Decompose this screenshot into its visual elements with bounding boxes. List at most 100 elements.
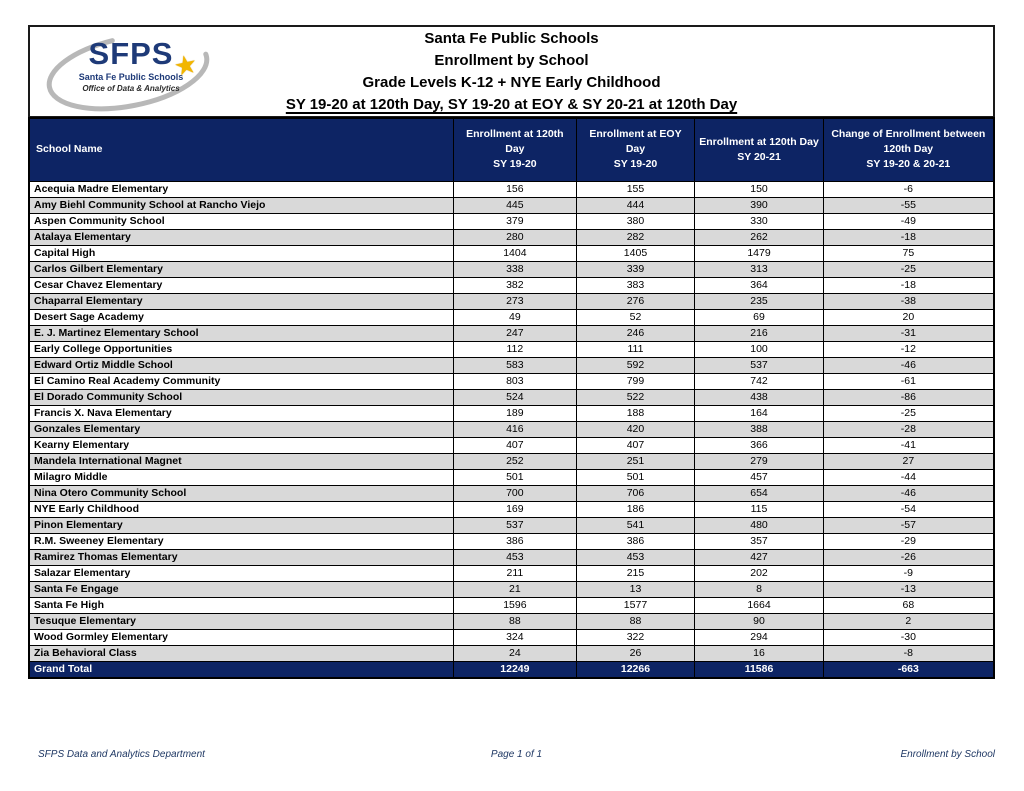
enrollment-value-cell: -29 [822,532,995,550]
table-row: El Camino Real Academy Community 803 799 74… [28,372,995,390]
table-row: Wood Gormley Elementary 324 322 294 -30 [28,628,995,646]
table-row: Amy Biehl Community School at Rancho Vie… [28,196,995,214]
enrollment-value-cell: 247 [453,324,577,342]
report-title-block: Santa Fe Public Schools Enrollment by Sc… [28,25,995,118]
school-name-cell: Atalaya Elementary [28,228,455,246]
table-row: Nina Otero Community School 700 706 654 -46 [28,484,995,502]
enrollment-value-cell: 90 [694,612,824,630]
enrollment-value-cell: 522 [575,388,696,406]
table-row: Edward Ortiz Middle School 583 592 537 -46 [28,356,995,374]
enrollment-value-cell: 386 [575,532,696,550]
table-header-row: School Name Enrollment at 120th Day SY 19-… [28,117,995,182]
enrollment-value-cell: 112 [453,340,577,358]
school-name-cell: Early College Opportunities [28,340,455,358]
enrollment-value-cell: 1577 [575,596,696,614]
enrollment-value-cell: 390 [694,196,824,214]
column-header: Enrollment at 120th Day SY 19-20 [453,117,577,182]
enrollment-value-cell: 742 [694,372,824,390]
report-titles: Santa Fe Public Schools Enrollment by Sc… [30,27,993,116]
column-header: Enrollment at 120th Day SY 20-21 [694,117,824,182]
enrollment-value-cell: -12 [822,340,995,358]
school-name-cell: Mandela International Magnet [28,452,455,470]
report-title-name: Enrollment by School [434,52,589,69]
school-name-cell: R.M. Sweeney Elementary [28,532,455,550]
table-row: Atalaya Elementary 280 282 262 -18 [28,228,995,246]
school-name-cell: Francis X. Nava Elementary [28,404,455,422]
enrollment-value-cell: 453 [575,548,696,566]
table-row: Early College Opportunities 112 111 100 -12 [28,340,995,358]
school-name-cell: Tesuque Elementary [28,612,455,630]
enrollment-value-cell: -55 [822,196,995,214]
enrollment-value-cell: 383 [575,276,696,294]
table-row: Chaparral Elementary 273 276 235 -38 [28,292,995,310]
school-name-cell: Santa Fe Engage [28,580,455,598]
enrollment-value-cell: 382 [453,276,577,294]
enrollment-value-cell: 68 [822,596,995,614]
school-name-cell: Kearny Elementary [28,436,455,454]
enrollment-value-cell: 216 [694,324,824,342]
enrollment-value-cell: 438 [694,388,824,406]
enrollment-value-cell: 188 [575,404,696,422]
enrollment-value-cell: -26 [822,548,995,566]
logo-org-name: Santa Fe Public Schools [78,72,184,82]
enrollment-value-cell: -25 [822,404,995,422]
enrollment-value-cell: 416 [453,420,577,438]
school-name-cell: Santa Fe High [28,596,455,614]
table-row: Ramirez Thomas Elementary 453 453 427 -26 [28,548,995,566]
enrollment-value-cell: 276 [575,292,696,310]
enrollment-value-cell: 1479 [694,244,824,262]
enrollment-value-cell: -18 [822,228,995,246]
enrollment-value-cell: 480 [694,516,824,534]
school-name-cell: Capital High [28,244,455,262]
table-body: Acequia Madre Elementary 156 155 150 -6 Amy B… [28,180,995,662]
ellipse-swoosh-icon [46,32,210,112]
enrollment-value-cell: 366 [694,436,824,454]
enrollment-value-cell: 189 [453,404,577,422]
page-footer: SFPS Data and Analytics Department Page … [28,749,995,760]
enrollment-value-cell: 27 [822,452,995,470]
enrollment-value-cell: 654 [694,484,824,502]
table-row: Aspen Community School 379 380 330 -49 [28,212,995,230]
enrollment-value-cell: 69 [694,308,824,326]
enrollment-value-cell: 388 [694,420,824,438]
school-name-cell: NYE Early Childhood [28,500,455,518]
enrollment-value-cell: 88 [453,612,577,630]
school-name-cell: Milagro Middle [28,468,455,486]
enrollment-value-cell: 111 [575,340,696,358]
enrollment-value-cell: -18 [822,276,995,294]
enrollment-value-cell: -25 [822,260,995,278]
enrollment-value-cell: 1664 [694,596,824,614]
enrollment-value-cell: 420 [575,420,696,438]
enrollment-value-cell: -31 [822,324,995,342]
table-row: Salazar Elementary 211 215 202 -9 [28,564,995,582]
table-row: NYE Early Childhood 169 186 115 -54 [28,500,995,518]
enrollment-value-cell: 75 [822,244,995,262]
table-row: Pinon Elementary 537 541 480 -57 [28,516,995,534]
enrollment-value-cell: -46 [822,356,995,374]
report-title-period: SY 19-20 at 120th Day, SY 19-20 at EOY &… [285,96,738,113]
school-name-cell: Pinon Elementary [28,516,455,534]
enrollment-value-cell: 427 [694,548,824,566]
enrollment-value-cell: -8 [822,644,995,662]
grand-total-row: Grand Total 12249 12266 11586 -663 [28,660,995,678]
school-name-cell: Salazar Elementary [28,564,455,582]
enrollment-value-cell: 155 [575,180,696,198]
enrollment-value-cell: 324 [453,628,577,646]
column-header-school-name: School Name [28,117,455,182]
enrollment-value-cell: -49 [822,212,995,230]
table-row: Capital High 1404 1405 1479 75 [28,244,995,262]
school-name-cell: Edward Ortiz Middle School [28,356,455,374]
enrollment-value-cell: 1404 [453,244,577,262]
enrollment-value-cell: 186 [575,500,696,518]
enrollment-value-cell: 407 [575,436,696,454]
enrollment-value-cell: 115 [694,500,824,518]
report-title-grades: Grade Levels K-12 + NYE Early Childhood [362,74,661,91]
enrollment-value-cell: 246 [575,324,696,342]
enrollment-value-cell: 169 [453,500,577,518]
enrollment-value-cell: 150 [694,180,824,198]
table-row: Desert Sage Academy 49 52 69 20 [28,308,995,326]
enrollment-value-cell: -57 [822,516,995,534]
table-row: El Dorado Community School 524 522 438 -86 [28,388,995,406]
enrollment-value-cell: 357 [694,532,824,550]
school-name-cell: Cesar Chavez Elementary [28,276,455,294]
